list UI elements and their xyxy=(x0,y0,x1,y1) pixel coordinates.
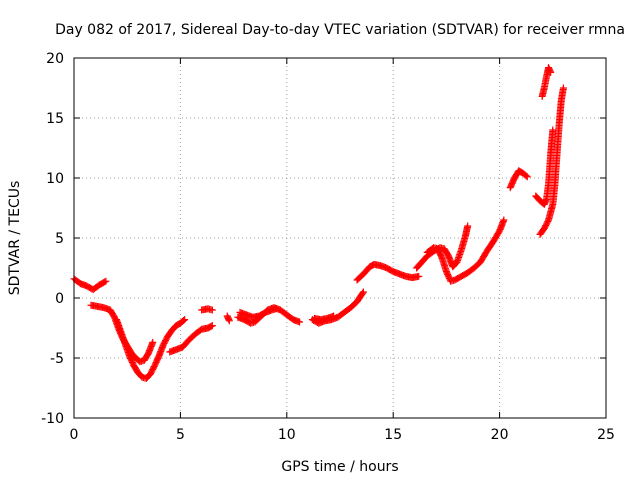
x-tick-label: 5 xyxy=(176,427,185,443)
data-point xyxy=(180,317,188,324)
data-point xyxy=(330,312,338,320)
x-tick-label: 25 xyxy=(597,427,615,443)
y-axis-label: SDTVAR / TECUs xyxy=(7,181,23,296)
data-point xyxy=(547,68,555,76)
chart-title: Day 082 of 2017, Sidereal Day-to-day VTE… xyxy=(55,22,625,38)
data-point xyxy=(415,272,423,280)
data-point xyxy=(272,305,280,313)
data-point xyxy=(208,322,216,330)
data-point xyxy=(464,222,472,230)
x-tick-label: 15 xyxy=(384,427,402,443)
y-tick-label: -10 xyxy=(41,411,64,427)
data-point xyxy=(523,173,531,181)
data-point xyxy=(549,126,557,134)
y-tick-label: 0 xyxy=(55,291,64,307)
axis-ticks: 0 5 10 15 20 25 -10 -5 0 5 10 15 20 xyxy=(41,51,615,443)
data-point xyxy=(559,84,567,92)
data-point xyxy=(208,306,216,314)
data-point xyxy=(359,289,367,297)
plot-frame xyxy=(73,57,607,419)
data-points xyxy=(70,64,567,382)
y-tick-label: 20 xyxy=(46,51,64,67)
y-tick-label: -5 xyxy=(50,351,64,367)
grid-lines xyxy=(74,58,606,418)
x-axis-label: GPS time / hours xyxy=(281,459,398,475)
data-point xyxy=(149,338,157,346)
y-tick-label: 10 xyxy=(46,171,64,187)
y-tick-label: 5 xyxy=(55,231,64,247)
data-point xyxy=(500,216,508,224)
data-point xyxy=(296,318,304,326)
data-point xyxy=(225,317,233,325)
data-point xyxy=(181,316,189,324)
data-point xyxy=(522,172,530,180)
x-tick-label: 20 xyxy=(491,427,509,443)
x-tick-label: 0 xyxy=(70,427,79,443)
data-point xyxy=(359,288,367,296)
y-tick-label: 15 xyxy=(46,111,64,127)
x-tick-label: 10 xyxy=(278,427,296,443)
data-point xyxy=(101,278,109,286)
data-point xyxy=(102,277,110,285)
